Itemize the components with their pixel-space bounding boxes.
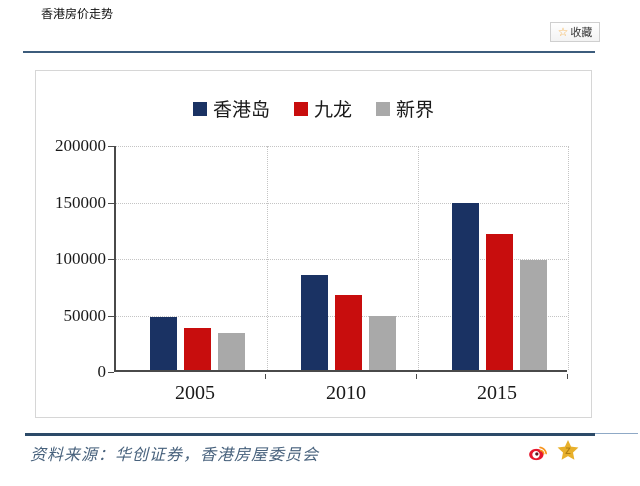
chart-legend: 香港岛 九龙 新界 bbox=[36, 95, 591, 122]
bar-2010-series-1 bbox=[335, 295, 362, 370]
gridline-y-100000 bbox=[116, 259, 567, 260]
x-axis-category-label: 2010 bbox=[326, 382, 366, 404]
qzone-share-icon[interactable]: Z bbox=[556, 438, 580, 462]
gridline-x-boundary bbox=[267, 146, 268, 370]
y-axis-tick-label: 150000 bbox=[55, 192, 106, 212]
bar-2015-series-0 bbox=[452, 202, 479, 370]
y-axis-tick-mark bbox=[108, 202, 114, 204]
y-axis-tick-label: 100000 bbox=[55, 249, 106, 268]
weibo-share-icon[interactable] bbox=[528, 442, 548, 462]
legend-label-kowloon: 九龙 bbox=[313, 100, 352, 121]
y-axis-tick-label: 50000 bbox=[63, 305, 107, 325]
x-axis-tick-mark bbox=[567, 374, 568, 379]
gridline-y-150000 bbox=[116, 202, 567, 204]
legend-label-new-territories: 新界 bbox=[396, 100, 435, 121]
plot-area bbox=[114, 146, 569, 372]
legend-item-hk-island: 香港岛 bbox=[192, 95, 270, 122]
legend-swatch-kowloon bbox=[293, 101, 308, 116]
gridline-x-boundary bbox=[418, 146, 419, 370]
source-label: 资料来源：华创证券，香港房屋委员会 bbox=[30, 447, 320, 464]
y-axis-tick-label: 0 bbox=[97, 362, 107, 381]
top-divider bbox=[23, 51, 595, 53]
x-axis-category-label: 2015 bbox=[477, 382, 517, 404]
gridline-x-boundary bbox=[568, 146, 569, 370]
x-axis-tick-mark bbox=[265, 374, 266, 379]
legend-item-kowloon: 九龙 bbox=[293, 95, 352, 122]
y-axis-tick-label: 200000 bbox=[55, 136, 106, 155]
y-axis-tick-mark bbox=[108, 146, 114, 147]
y-axis-tick-mark bbox=[108, 315, 114, 317]
bar-2005-series-2 bbox=[218, 332, 245, 370]
bottom-divider-tail bbox=[595, 433, 638, 434]
bar-2005-series-1 bbox=[184, 328, 211, 370]
bar-2015-series-1 bbox=[486, 234, 513, 370]
favorite-button[interactable]: ☆ 收藏 bbox=[550, 22, 600, 42]
x-axis-category-label: 2005 bbox=[175, 382, 215, 404]
bottom-divider bbox=[25, 433, 595, 436]
y-axis-tick-mark bbox=[108, 259, 114, 260]
bar-2015-series-2 bbox=[520, 260, 547, 370]
favorite-button-label: 收藏 bbox=[570, 27, 593, 39]
y-axis-tick-mark bbox=[108, 372, 114, 373]
x-axis-tick-mark bbox=[416, 374, 417, 379]
legend-swatch-new-territories bbox=[376, 101, 390, 116]
bar-2010-series-2 bbox=[369, 315, 396, 370]
star-icon: ☆ bbox=[557, 25, 569, 39]
svg-text:Z: Z bbox=[565, 446, 571, 456]
gridline-y-200000 bbox=[116, 146, 567, 147]
bar-2010-series-0 bbox=[301, 275, 328, 370]
legend-item-new-territories: 新界 bbox=[376, 95, 434, 122]
page-title: 香港房价走势 bbox=[41, 7, 114, 21]
legend-swatch-hk-island bbox=[192, 101, 207, 116]
chart-card: 香港岛 九龙 新界 0 50000 100000 150000 200000 2005 20… bbox=[35, 70, 592, 418]
bar-2005-series-0 bbox=[150, 316, 177, 370]
legend-label-hk-island: 香港岛 bbox=[212, 100, 270, 121]
